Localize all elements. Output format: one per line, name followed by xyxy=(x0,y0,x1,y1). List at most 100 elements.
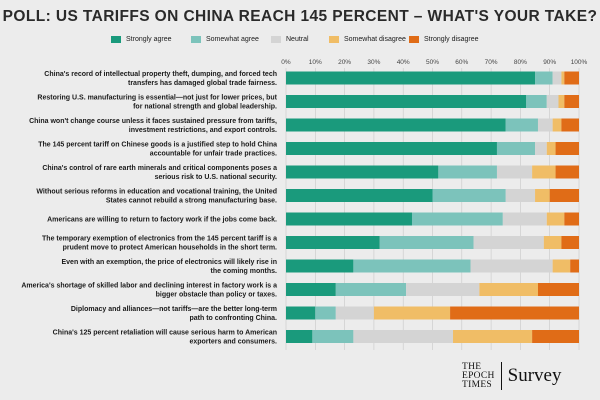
bar-segment-strongly-disagree xyxy=(450,306,579,320)
bar-segment-strongly-agree xyxy=(286,95,527,108)
legend: Strongly agree Somewhat agree Neutral So… xyxy=(0,36,600,43)
bar-segment-neutral xyxy=(537,118,553,132)
logo-line: THE xyxy=(462,361,482,372)
bar-segment-somewhat-disagree xyxy=(561,71,565,85)
category-label: investment restrictions, and export cont… xyxy=(129,127,277,134)
bar-segment-neutral xyxy=(546,95,559,108)
legend-item-somewhat-disagree: Somewhat disagree xyxy=(329,36,409,43)
x-tick-label: 70% xyxy=(485,59,498,66)
bar-segment-strongly-agree xyxy=(286,118,506,132)
legend-label: Somewhat disagree xyxy=(344,36,406,43)
epoch-times-wordmark: THE EPOCH TIMES xyxy=(462,361,495,390)
x-tick-label: 60% xyxy=(455,59,468,66)
category-label: China's control of rare earth minerals a… xyxy=(42,165,277,172)
bar-segment-somewhat-disagree xyxy=(543,236,562,249)
bar-segment-neutral xyxy=(353,330,454,343)
bar-segment-somewhat-agree xyxy=(535,71,553,85)
bar-segment-somewhat-agree xyxy=(335,283,407,296)
category-label: The 145 percent tariff on Chinese goods … xyxy=(38,142,277,149)
epoch-times-survey-logo: THE EPOCH TIMES Survey xyxy=(462,358,582,394)
bar-segment-somewhat-disagree xyxy=(479,283,538,296)
bar-segment-somewhat-disagree xyxy=(558,95,565,108)
bar-segment-somewhat-disagree xyxy=(373,306,451,320)
survey-wordmark: Survey xyxy=(507,365,562,386)
bar-segment-strongly-disagree xyxy=(561,118,579,132)
bar-segment-strongly-agree xyxy=(286,142,497,155)
bar-segment-neutral xyxy=(470,259,553,273)
bar-segment-strongly-agree xyxy=(286,330,313,343)
bar-segment-somewhat-agree xyxy=(411,212,503,226)
bar-segment-strongly-disagree xyxy=(537,283,579,296)
x-tick-label: 100% xyxy=(571,59,588,66)
bar-segment-strongly-disagree xyxy=(555,142,579,155)
bar-segment-strongly-agree xyxy=(286,283,336,296)
bar-segment-somewhat-disagree xyxy=(453,330,533,343)
legend-swatch xyxy=(329,36,339,43)
legend-item-neutral: Neutral xyxy=(271,36,329,43)
x-tick-label: 30% xyxy=(367,59,380,66)
bar-segment-somewhat-agree xyxy=(353,259,471,273)
category-label: accountable for unfair trade practices. xyxy=(150,151,277,158)
bar-segment-strongly-agree xyxy=(286,165,439,179)
bar-segment-strongly-disagree xyxy=(570,259,579,273)
legend-swatch xyxy=(111,36,121,43)
category-label: exporters and consumers. xyxy=(189,339,277,346)
logo-divider xyxy=(500,362,502,390)
x-tick-label: 90% xyxy=(543,59,556,66)
category-label: Restoring U.S. manufacturing is essentia… xyxy=(37,95,277,102)
bar-segment-neutral xyxy=(502,212,547,226)
category-label: China won't change course unless it face… xyxy=(29,118,277,125)
legend-label: Strongly agree xyxy=(126,36,172,43)
bar-segment-strongly-disagree xyxy=(564,71,579,85)
bar-segment-somewhat-agree xyxy=(438,165,497,179)
category-label: Americans are willing to return to facto… xyxy=(47,217,277,224)
category-label: for national strength and global leaders… xyxy=(133,104,277,111)
legend-swatch xyxy=(409,36,419,43)
bar-segment-neutral xyxy=(505,189,536,202)
legend-label: Neutral xyxy=(286,36,309,43)
bar-segment-strongly-agree xyxy=(286,236,380,249)
legend-item-strongly-disagree: Strongly disagree xyxy=(409,36,489,43)
bar-segment-strongly-disagree xyxy=(564,212,579,226)
category-label: Even with an exemption, the price of ele… xyxy=(61,259,277,266)
bar-segment-somewhat-agree xyxy=(315,306,336,320)
bar-segment-neutral xyxy=(535,142,547,155)
bar-segment-strongly-disagree xyxy=(561,236,579,249)
category-label: States cannot rebuild a strong manufactu… xyxy=(106,198,277,205)
bar-segment-somewhat-agree xyxy=(379,236,474,249)
bar-segment-strongly-agree xyxy=(286,189,433,202)
bar-segment-strongly-disagree xyxy=(555,165,579,179)
bar-segment-strongly-agree xyxy=(286,71,536,85)
logo-line: TIMES xyxy=(462,379,492,390)
bar-segment-somewhat-disagree xyxy=(546,142,556,155)
bar-segment-neutral xyxy=(552,71,562,85)
bar-segment-strongly-agree xyxy=(286,306,316,320)
chart-title: POLL: US TARIFFS ON CHINA REACH 145 PERC… xyxy=(2,8,598,25)
legend-label: Somewhat agree xyxy=(206,36,259,43)
logo-line: EPOCH xyxy=(462,370,495,381)
bar-segment-somewhat-disagree xyxy=(532,165,556,179)
bar-segment-neutral xyxy=(335,306,374,320)
category-label: serious risk to U.S. national security. xyxy=(155,174,277,181)
bar-segment-somewhat-agree xyxy=(526,95,547,108)
bar-segment-neutral xyxy=(406,283,480,296)
category-label: Without serious reforms in education and… xyxy=(36,189,277,196)
bar-segment-somewhat-disagree xyxy=(552,118,562,132)
category-label: bigger obstacle than policy or taxes. xyxy=(156,292,277,299)
legend-swatch xyxy=(191,36,201,43)
category-label: the coming months. xyxy=(211,268,278,275)
bar-segment-somewhat-agree xyxy=(496,142,536,155)
x-tick-label: 10% xyxy=(309,59,322,66)
category-label: The temporary exemption of electronics f… xyxy=(42,236,277,243)
bar-segment-strongly-agree xyxy=(286,212,412,226)
category-label: China's record of intellectual property … xyxy=(44,71,277,78)
x-tick-label: 80% xyxy=(514,59,527,66)
bar-segment-somewhat-disagree xyxy=(546,212,565,226)
legend-item-somewhat-agree: Somewhat agree xyxy=(191,36,271,43)
category-label: America's shortage of skilled labor and … xyxy=(21,283,277,290)
category-label: transfers has damaged global trade fairn… xyxy=(128,80,277,87)
category-label: Diplomacy and alliances—not tariffs—are … xyxy=(71,306,277,313)
category-label: path to confronting China. xyxy=(190,315,278,322)
x-tick-label: 20% xyxy=(338,59,351,66)
